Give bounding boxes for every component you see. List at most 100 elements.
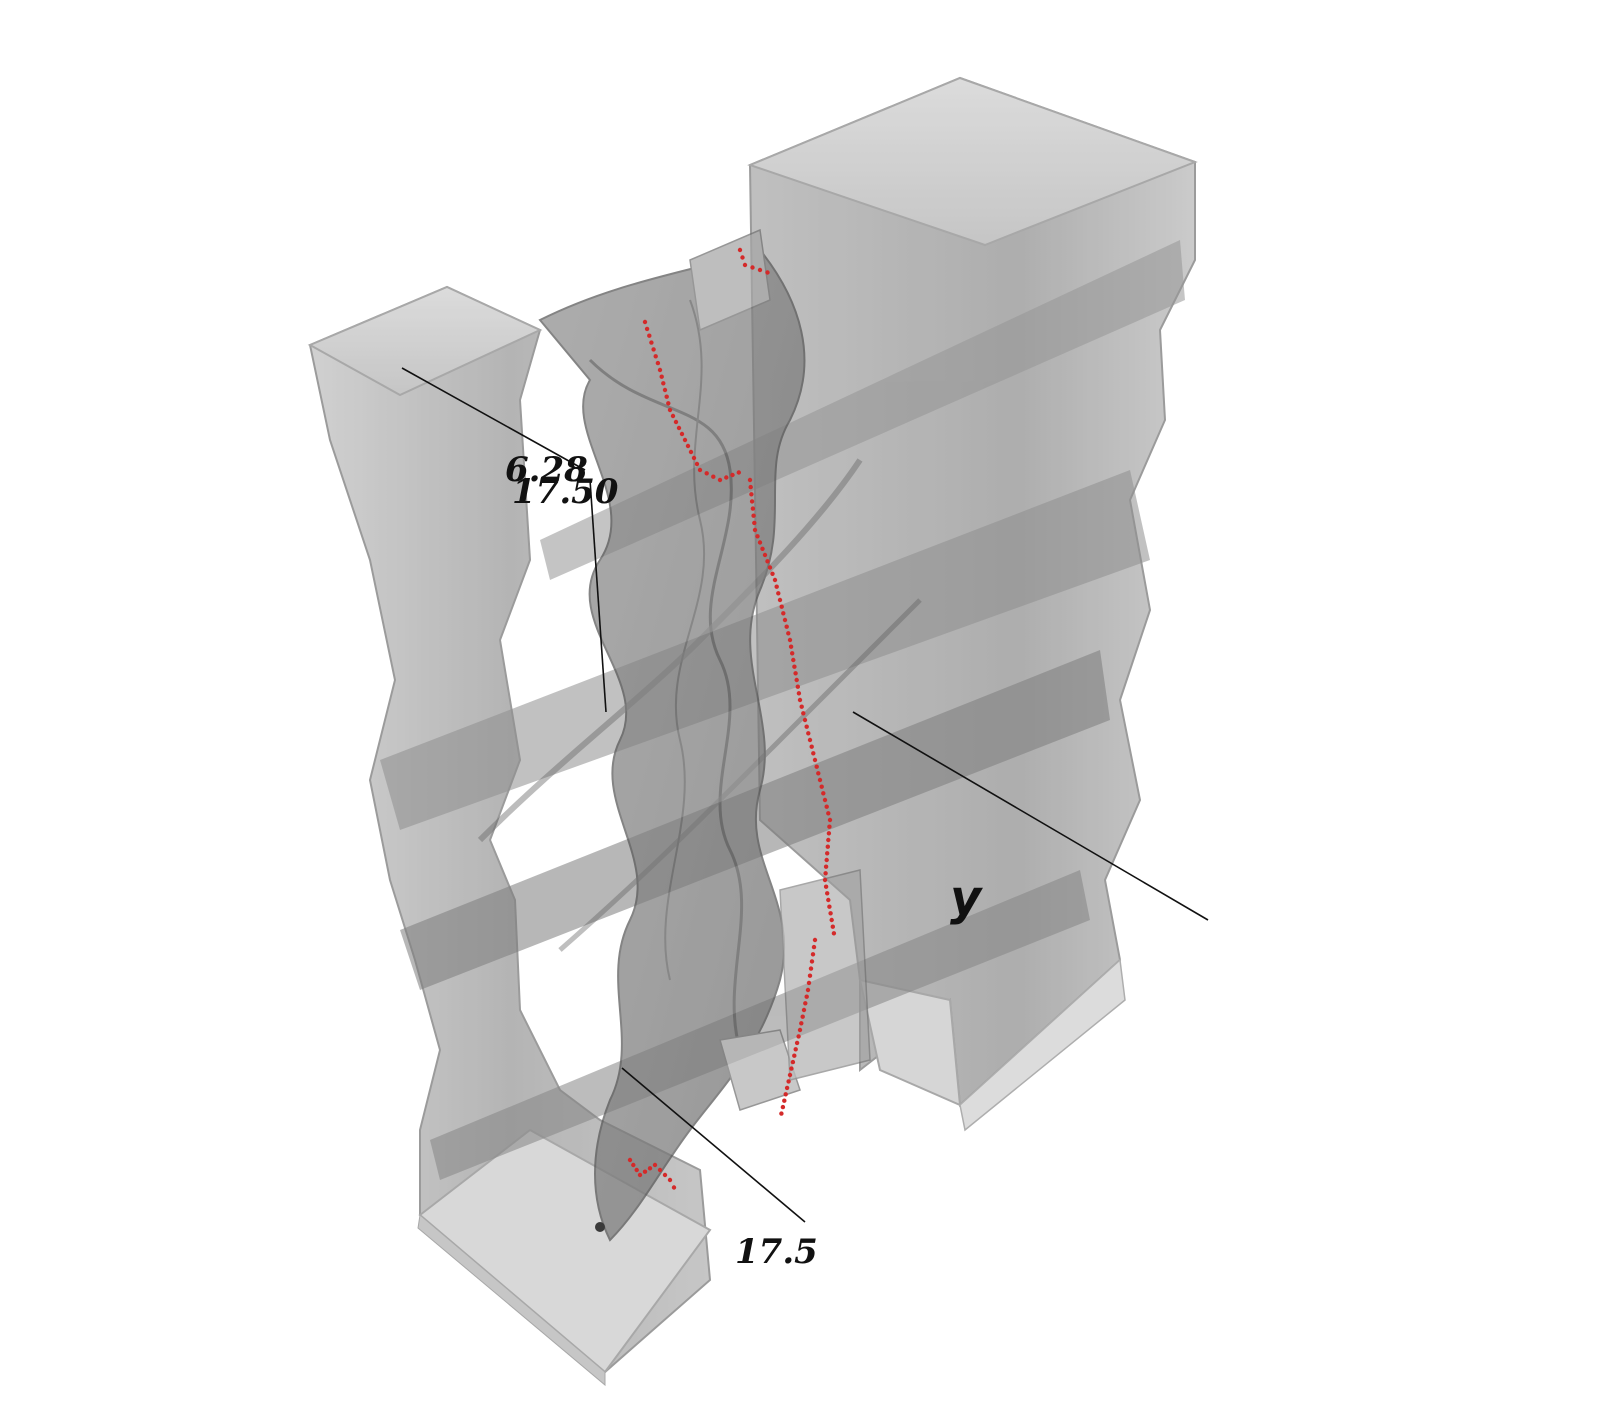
trace-dot	[652, 1162, 658, 1168]
trace-dot	[802, 717, 808, 723]
trace-dot	[757, 267, 763, 273]
tick-label-bottom: 17.5	[735, 1232, 818, 1272]
trace-dot	[826, 831, 832, 836]
trace-dot	[777, 597, 783, 603]
trace-dot	[765, 270, 770, 275]
trace-dot	[767, 565, 773, 570]
trace-dot	[752, 527, 758, 533]
trace-dot	[782, 1098, 787, 1103]
trace-dot	[644, 326, 650, 332]
trace-dot	[812, 757, 818, 763]
trace-dot	[827, 817, 833, 823]
trace-dot	[647, 333, 652, 338]
trace-dot	[688, 449, 694, 455]
trace-dot	[730, 472, 735, 478]
trace-dot	[793, 1047, 798, 1052]
trace-dot	[787, 637, 793, 643]
trace-dot	[825, 844, 830, 849]
trace-dot	[823, 884, 829, 889]
trace-dot	[809, 744, 814, 749]
trace-dot	[786, 631, 791, 636]
trace-dot	[762, 552, 768, 558]
trace-dot	[784, 624, 789, 629]
trace-dot	[637, 1172, 643, 1178]
trace-dot	[751, 513, 756, 518]
trace-dot	[671, 1185, 677, 1190]
trace-dot	[790, 651, 795, 656]
trace-dot	[806, 980, 812, 986]
trace-dot	[824, 857, 829, 863]
trace-dot	[670, 413, 676, 419]
trace-dot	[830, 924, 835, 929]
trace-dot	[804, 994, 809, 999]
trace-dot	[810, 952, 816, 957]
trace-dot	[659, 374, 664, 379]
trace-dot	[755, 534, 760, 539]
trace-dot	[792, 1053, 797, 1058]
trace-dot	[737, 247, 743, 253]
axis-lines	[401, 367, 1209, 1223]
trace-dot	[822, 797, 828, 803]
trace-dot	[797, 1027, 803, 1033]
trace-dot	[711, 474, 716, 479]
trace-dot	[806, 731, 811, 736]
trace-dot	[799, 704, 804, 709]
trace-dot	[825, 851, 830, 856]
trace-dot	[826, 837, 831, 843]
central-core	[477, 228, 922, 1242]
trace-dot	[657, 367, 663, 373]
trace-dot	[682, 437, 688, 443]
trace-dot	[816, 771, 821, 776]
trace-dot	[655, 360, 661, 366]
trace-dot	[747, 477, 753, 483]
trace-dot	[781, 611, 786, 616]
trace-dot	[667, 407, 673, 413]
trace-dot	[742, 262, 748, 268]
trace-dot	[704, 471, 709, 476]
trace-dot	[757, 540, 763, 545]
trace-dot	[827, 904, 832, 909]
trace-dot	[812, 937, 818, 943]
trace-dot	[797, 697, 803, 703]
trace-dot	[724, 475, 729, 480]
trace-dot	[666, 401, 671, 406]
trace-dot	[787, 1072, 793, 1078]
trace-dot	[691, 455, 697, 461]
trace-dot	[752, 520, 757, 526]
trace-dot	[676, 425, 682, 431]
trace-dot	[811, 751, 816, 756]
trace-dot	[807, 737, 813, 743]
trace-dot	[824, 804, 829, 809]
trace-dot	[827, 824, 832, 829]
trace-dot	[662, 1172, 668, 1178]
trace-dot	[717, 477, 723, 483]
trace-dot	[793, 671, 798, 676]
trace-dot	[804, 724, 809, 729]
trace-dot	[823, 864, 829, 869]
trace-dot	[679, 431, 685, 437]
trace-dot	[697, 467, 703, 473]
trace-dot	[809, 959, 815, 964]
trace-dot	[661, 381, 666, 386]
trace-dot	[685, 443, 691, 449]
trace-dot	[627, 1157, 633, 1163]
trace-dot	[776, 591, 781, 596]
trace-dot	[779, 1111, 784, 1116]
axis-line-vertical	[589, 479, 607, 713]
axis-line-right	[852, 711, 1209, 921]
trace-dot	[750, 265, 755, 270]
trace-dot	[825, 891, 830, 896]
trace-dot	[807, 973, 813, 978]
trace-dot	[805, 987, 811, 993]
trace-dot	[749, 499, 755, 504]
trace-dot	[662, 387, 668, 393]
trace-dot	[649, 340, 654, 345]
trace-dot	[779, 604, 784, 609]
trace-dot	[653, 354, 658, 359]
trace-dot	[647, 1166, 653, 1171]
trace-dot	[800, 1014, 805, 1019]
trace-dot	[829, 917, 834, 923]
trace-dot	[783, 1092, 788, 1097]
trace-dot	[795, 684, 800, 689]
trace-dot	[801, 711, 806, 716]
